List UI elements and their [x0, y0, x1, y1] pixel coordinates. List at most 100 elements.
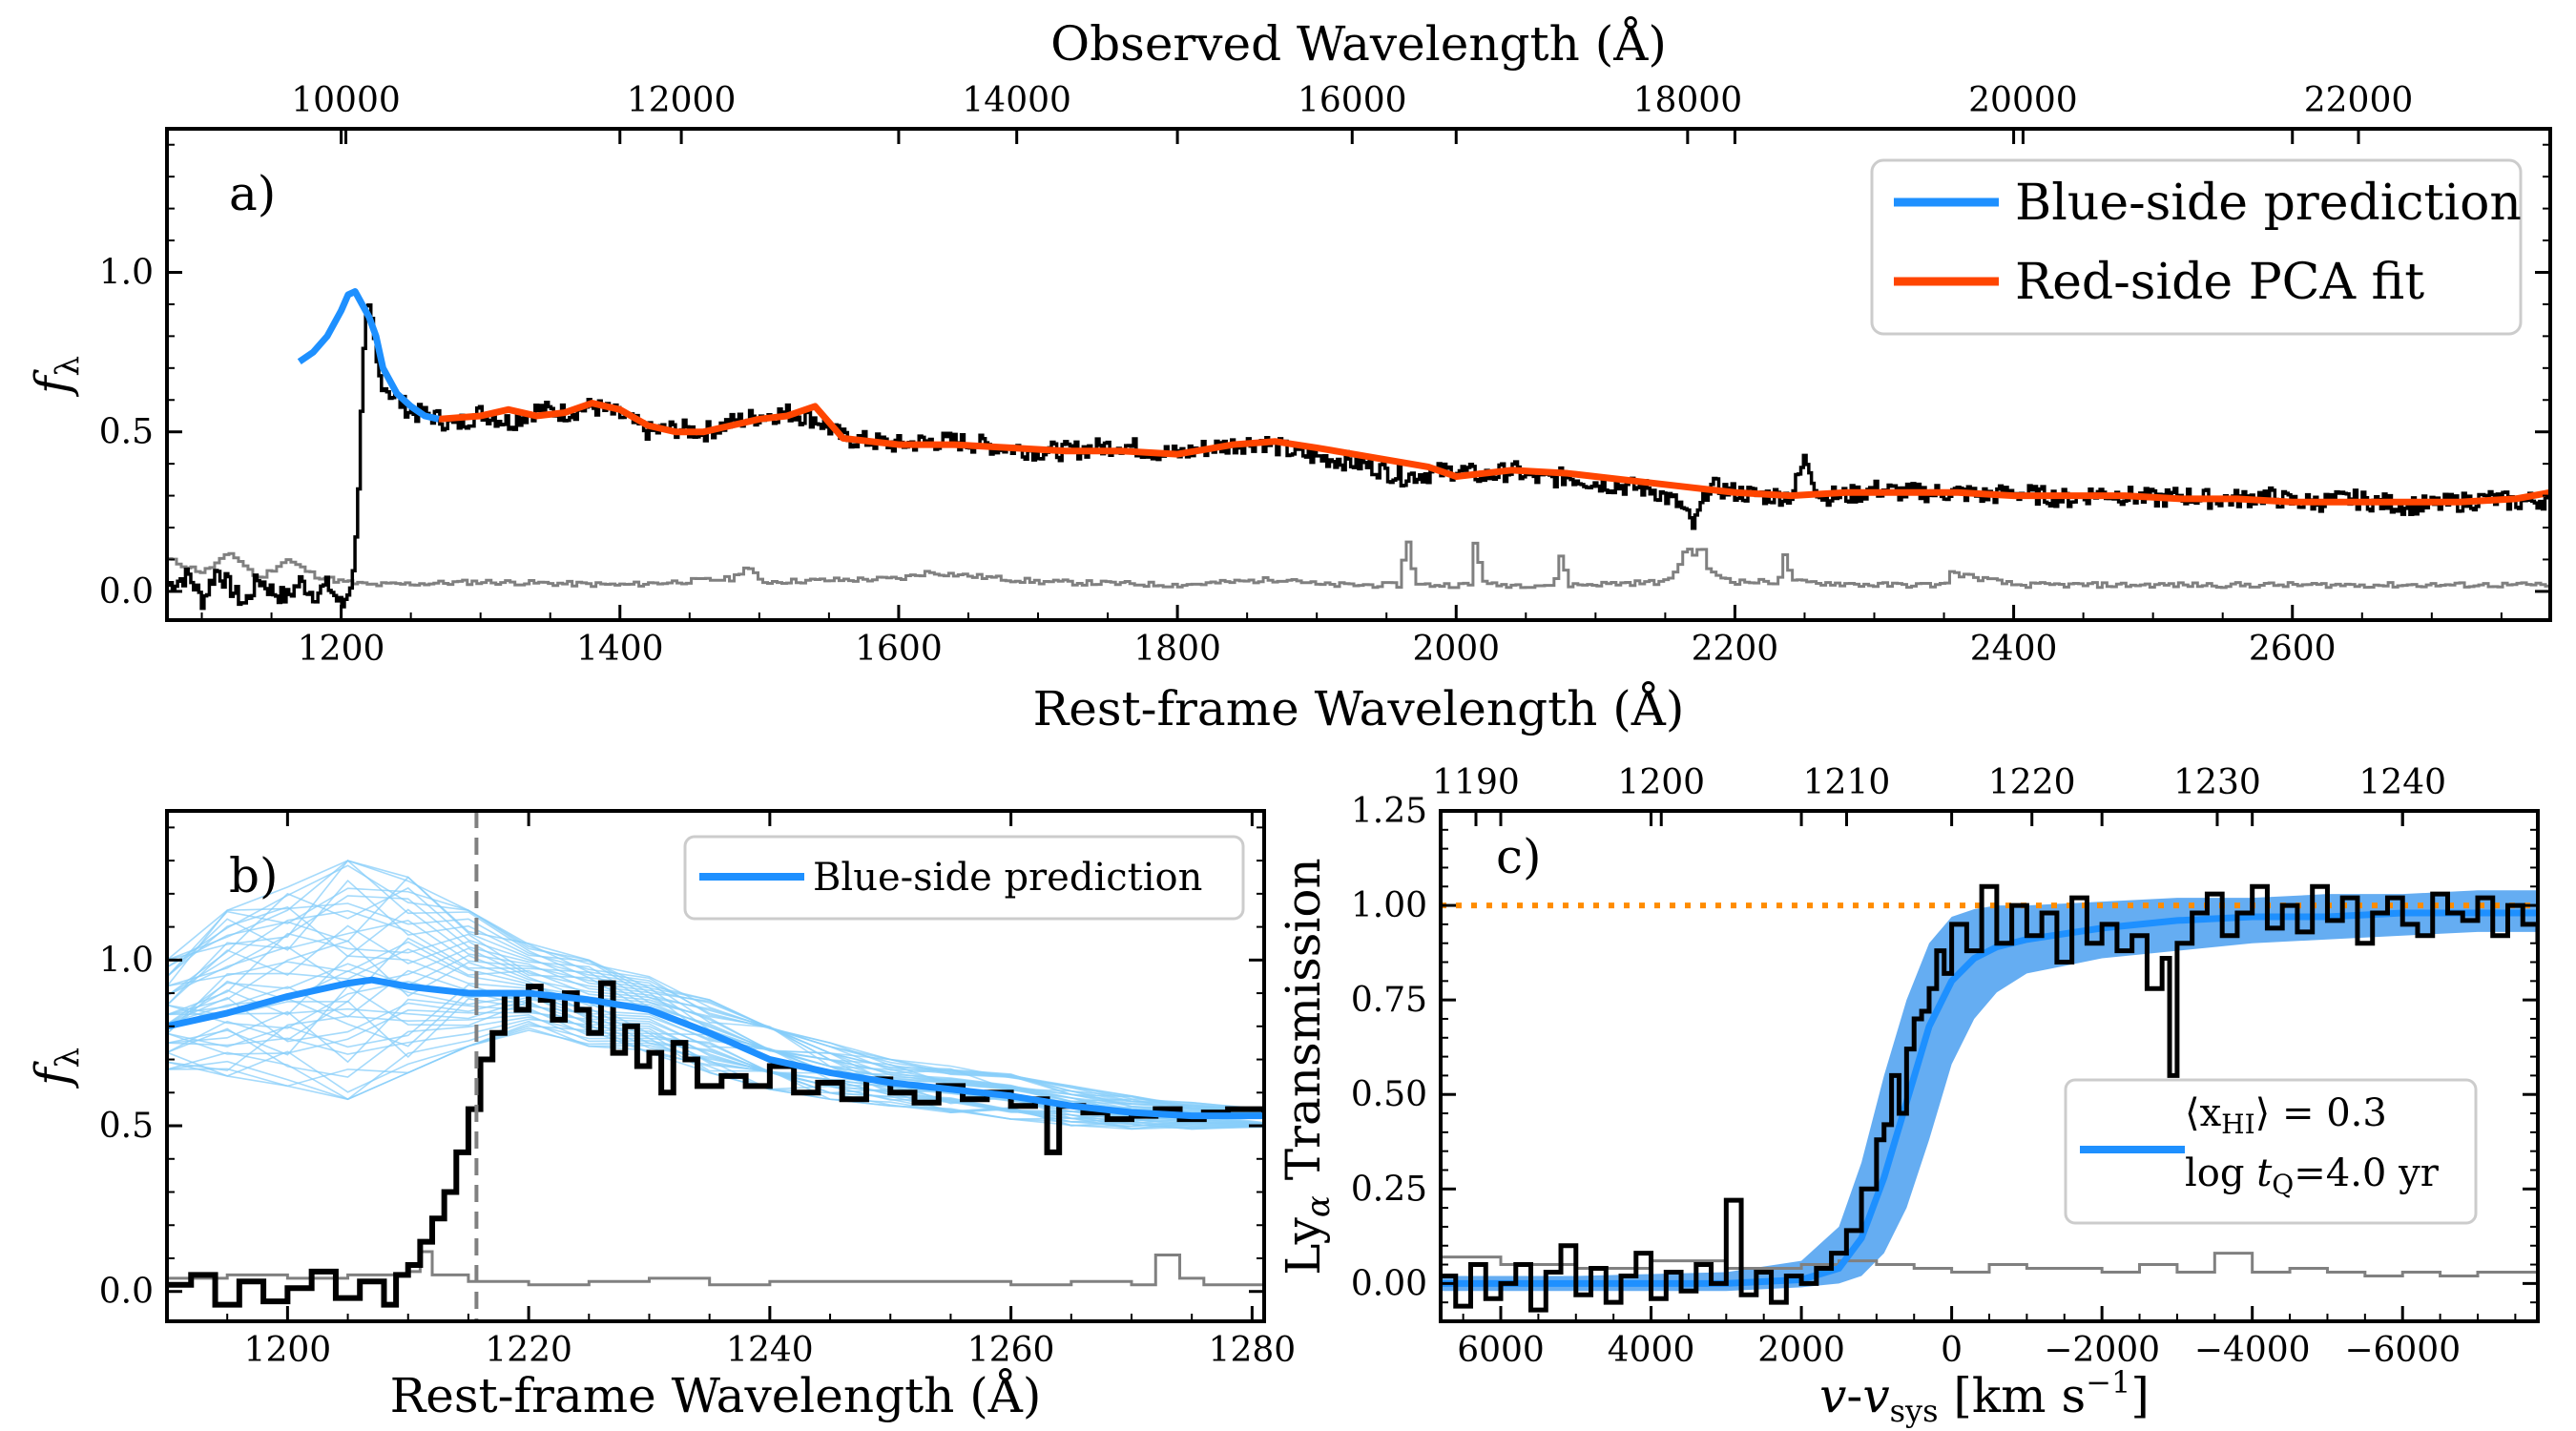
- panel-a-x-tick-label: 1400: [576, 630, 664, 669]
- panel-c-legend-frame: [2064, 1078, 2478, 1225]
- legend-blue-side-label: Blue-side prediction: [2015, 175, 2522, 232]
- panel-b-noise-line: [167, 1250, 1264, 1287]
- panel-c-x-tick-label: −6000: [2344, 1331, 2461, 1370]
- legend-c-line1: ⟨xHI⟩ = 0.3: [2185, 1091, 2387, 1140]
- panel-c-y-tick-label: 0.50: [1351, 1075, 1427, 1114]
- panel-b-x-tick-label: 1200: [244, 1331, 332, 1370]
- panel-c-x-tick-label: −2000: [2044, 1331, 2160, 1370]
- panel-b-y-tick-label: 0.5: [99, 1107, 154, 1146]
- panel-c-y-tick-label: 1.25: [1351, 792, 1427, 831]
- panel-c-top-tick-label: 1210: [1803, 763, 1891, 802]
- legend-red-side-label: Red-side PCA fit: [2015, 254, 2424, 311]
- panel-b-prediction-sample: [167, 998, 1264, 1128]
- panel-a-top-tick-label: 12000: [627, 81, 737, 120]
- panel-a-x-tick-label: 2000: [1412, 630, 1500, 669]
- panel-b-prediction-sample: [167, 947, 1264, 1115]
- panel-c-x-tick-label: 2000: [1757, 1331, 1845, 1370]
- panel-b-prediction-sample: [167, 864, 1264, 1110]
- panel-c-label: c): [1496, 829, 1542, 884]
- panel-a-blue-side-prediction: [297, 288, 440, 423]
- panel-c-x-tick-label: 0: [1941, 1331, 1963, 1370]
- svg-text:fλ: fλ: [25, 1047, 87, 1089]
- panel-a: 1200 1400 1600 1800 2000 2200 2400 2600 0.0 0.5 1.…: [25, 15, 2552, 736]
- panel-c-top-tick-label: 1240: [2358, 763, 2446, 802]
- panel-b-prediction-sample: [167, 998, 1264, 1125]
- panel-b-label: b): [229, 848, 279, 903]
- panel-a-top-tick-label: 22000: [2304, 81, 2414, 120]
- panel-a-top-tick-label: 20000: [1968, 81, 2078, 120]
- panel-a-x-tick-label: 1800: [1133, 630, 1221, 669]
- panel-c-x-tick-label: 6000: [1457, 1331, 1545, 1370]
- panel-a-y-label-sub: λ: [49, 356, 87, 377]
- panel-a-x-tick-label: 2400: [1970, 630, 2058, 669]
- panel-c-series: [1441, 883, 2538, 1313]
- legend-c-line2: log tQ=4.0 yr: [2185, 1151, 2440, 1200]
- panel-b-y-tick-label: 0.0: [99, 1273, 154, 1312]
- panel-c-y-label: Lyα Transmission: [1276, 858, 1338, 1275]
- panel-b-legend: Blue-side prediction: [683, 835, 1245, 921]
- panel-b-x-tick-label: 1220: [485, 1331, 572, 1370]
- panel-b-y-tick-label: 1.0: [99, 941, 154, 980]
- panel-a-top-tick-label: 14000: [962, 81, 1071, 120]
- panel-b-blue-side-prediction: [167, 976, 1264, 1120]
- panel-a-noise-line: [167, 540, 2550, 590]
- panel-c-x-label: v-vsys [km s−1]: [1819, 1364, 2150, 1429]
- panel-c-ticks: 6000 4000 2000 0 −2000 −4000 −6000 0.00 0.25 0.50…: [1351, 763, 2538, 1370]
- panel-b-prediction-sample: [167, 860, 1264, 1110]
- panel-c: 6000 4000 2000 0 −2000 −4000 −6000 0.00 0.25 0.50…: [1276, 763, 2540, 1429]
- panel-b-y-label-sub: λ: [49, 1047, 87, 1068]
- panel-a-top-x-label: Observed Wavelength (Å): [1050, 15, 1667, 72]
- panel-b-x-tick-label: 1240: [726, 1331, 814, 1370]
- panel-a-x-tick-label: 1200: [298, 630, 385, 669]
- panel-c-top-tick-label: 1190: [1432, 763, 1520, 802]
- panel-a-top-tick-label: 16000: [1298, 81, 1407, 120]
- panel-a-red-side-pca-fit: [438, 400, 2550, 506]
- panel-c-transmission-data: [1441, 883, 2538, 1313]
- panel-a-observed-spectrum: [167, 302, 2550, 611]
- panel-a-label: a): [229, 166, 276, 221]
- panel-b-legend-frame: [683, 835, 1245, 921]
- panel-c-x-tick-label: −4000: [2194, 1331, 2311, 1370]
- panel-a-top-tick-label: 10000: [291, 81, 401, 120]
- panel-c-model-median: [1441, 909, 2538, 1287]
- panel-c-top-tick-label: 1230: [2173, 763, 2261, 802]
- panel-a-x-tick-label: 2600: [2249, 630, 2337, 669]
- panel-a-y-label: fλ: [25, 356, 87, 398]
- panel-a-legend: Blue-side prediction Red-side PCA fit: [1870, 158, 2523, 336]
- panel-c-y-tick-label: 0.75: [1351, 981, 1427, 1020]
- panel-b-prediction-sample: [167, 996, 1264, 1125]
- panel-a-x-label: Rest-frame Wavelength (Å): [1033, 680, 1685, 736]
- panel-a-ticks: 1200 1400 1600 1800 2000 2200 2400 2600 0.0 0.5 1.…: [99, 81, 2550, 669]
- panel-a-y-tick-label: 1.0: [99, 253, 154, 292]
- panel-b: 1200 1220 1240 1260 1280 0.0 0.5 1.0 b) Rest-fr…: [25, 809, 1296, 1423]
- panel-c-y-tick-label: 0.00: [1351, 1264, 1427, 1303]
- panel-c-model-band: [1441, 890, 2538, 1292]
- panel-a-y-tick-label: 0.5: [99, 413, 154, 452]
- panel-c-x-tick-label: 4000: [1608, 1331, 1695, 1370]
- panel-a-x-tick-label: 1600: [855, 630, 943, 669]
- panel-b-prediction-sample: [167, 887, 1264, 1110]
- panel-b-y-label: fλ: [25, 1047, 87, 1089]
- panel-c-top-tick-label: 1200: [1617, 763, 1705, 802]
- panel-b-series: [167, 811, 1264, 1321]
- panel-b-x-tick-label: 1280: [1209, 1331, 1297, 1370]
- panel-c-legend: ⟨xHI⟩ = 0.3 log tQ=4.0 yr: [2064, 1078, 2478, 1225]
- panel-a-x-tick-label: 2200: [1692, 630, 1779, 669]
- panel-a-y-tick-label: 0.0: [99, 572, 154, 612]
- panel-a-frame: [165, 127, 2552, 622]
- panel-a-series: [167, 288, 2550, 611]
- panel-c-y-tick-label: 1.00: [1351, 886, 1427, 925]
- panel-b-x-tick-label: 1260: [967, 1331, 1055, 1370]
- panel-b-prediction-sample: [167, 895, 1264, 1113]
- svg-text:fλ: fλ: [25, 356, 87, 398]
- panel-b-ticks: 1200 1220 1240 1260 1280 0.0 0.5 1.0: [99, 811, 1296, 1370]
- panel-c-y-tick-label: 0.25: [1351, 1170, 1427, 1209]
- panel-a-legend-frame: [1870, 158, 2523, 336]
- panel-c-top-tick-label: 1220: [1988, 763, 2076, 802]
- panel-b-prediction-sample: [167, 1020, 1264, 1128]
- panel-b-frame: [165, 809, 1266, 1323]
- panel-b-x-label: Rest-frame Wavelength (Å): [390, 1367, 1042, 1423]
- panel-b-prediction-sample: [167, 886, 1264, 1112]
- svg-text:Lyα Transmission: Lyα Transmission: [1276, 858, 1338, 1275]
